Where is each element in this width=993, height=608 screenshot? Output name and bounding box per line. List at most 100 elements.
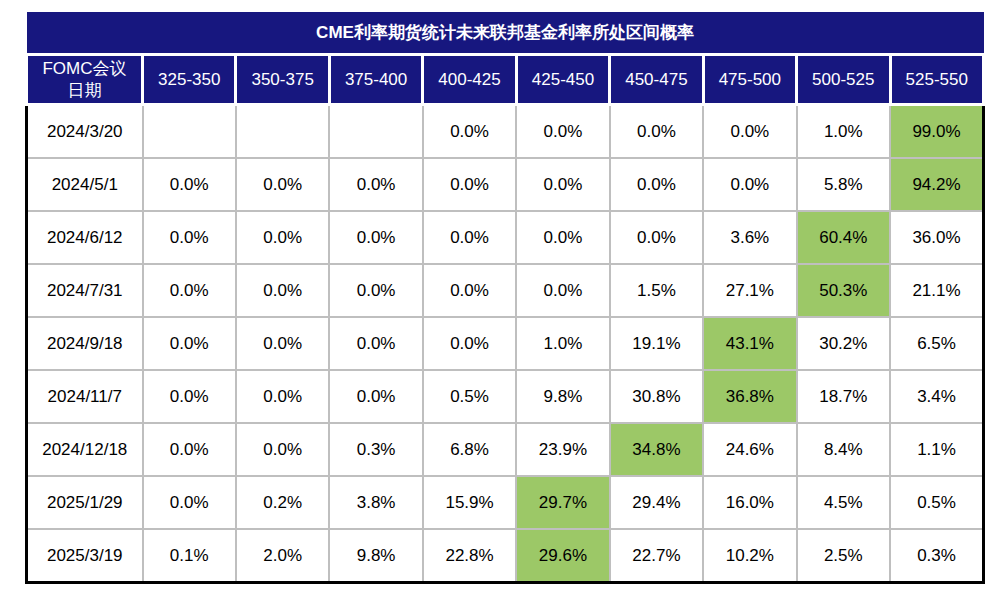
table-row: 2025/3/190.1%2.0%9.8%22.8%29.6%22.7%10.2… bbox=[27, 529, 984, 583]
probability-cell: 30.2% bbox=[797, 317, 890, 370]
probability-cell: 0.0% bbox=[236, 211, 329, 264]
probability-cell: 24.6% bbox=[703, 423, 796, 476]
probability-cell: 16.0% bbox=[703, 476, 796, 529]
probability-cell: 9.8% bbox=[329, 529, 422, 583]
table-row: 2024/9/180.0%0.0%0.0%0.0%1.0%19.1%43.1%3… bbox=[27, 317, 984, 370]
probability-cell: 0.0% bbox=[516, 158, 609, 211]
table-row: 2025/1/290.0%0.2%3.8%15.9%29.7%29.4%16.0… bbox=[27, 476, 984, 529]
probability-cell: 0.3% bbox=[890, 529, 984, 583]
probability-cell: 27.1% bbox=[703, 264, 796, 317]
probability-cell: 8.4% bbox=[797, 423, 890, 476]
rate-range-header: 475-500 bbox=[703, 55, 796, 105]
probability-cell: 0.0% bbox=[143, 476, 236, 529]
probability-cell: 0.0% bbox=[610, 211, 703, 264]
probability-cell: 22.8% bbox=[423, 529, 516, 583]
probability-cell: 0.0% bbox=[143, 264, 236, 317]
probability-cell: 0.0% bbox=[423, 264, 516, 317]
probability-cell: 0.0% bbox=[703, 158, 796, 211]
fomc-date-header-line1: FOMC会议 bbox=[42, 59, 126, 78]
probability-cell: 0.0% bbox=[329, 158, 422, 211]
probability-cell: 0.0% bbox=[610, 105, 703, 159]
probability-cell: 0.0% bbox=[236, 158, 329, 211]
probability-cell: 0.0% bbox=[143, 158, 236, 211]
probability-cell-highlighted: 99.0% bbox=[890, 105, 984, 159]
probability-cell: 2.5% bbox=[797, 529, 890, 583]
probability-cell: 5.8% bbox=[797, 158, 890, 211]
probability-cell: 3.6% bbox=[703, 211, 796, 264]
rate-range-header: 350-375 bbox=[236, 55, 329, 105]
fomc-date-header-line2: 日期 bbox=[68, 81, 102, 100]
probability-cell: 0.0% bbox=[610, 158, 703, 211]
probability-cell: 0.0% bbox=[329, 317, 422, 370]
probability-cell: 0.0% bbox=[236, 370, 329, 423]
probability-cell: 0.0% bbox=[516, 211, 609, 264]
probability-cell-highlighted: 29.6% bbox=[516, 529, 609, 583]
probability-cell-highlighted: 36.8% bbox=[703, 370, 796, 423]
table-row: 2024/3/200.0%0.0%0.0%0.0%1.0%99.0% bbox=[27, 105, 984, 159]
probability-cell: 30.8% bbox=[610, 370, 703, 423]
probability-cell: 3.8% bbox=[329, 476, 422, 529]
probability-cell: 0.0% bbox=[329, 211, 422, 264]
table-row: 2024/11/70.0%0.0%0.0%0.5%9.8%30.8%36.8%1… bbox=[27, 370, 984, 423]
fomc-date-cell: 2025/1/29 bbox=[27, 476, 143, 529]
probability-cell: 10.2% bbox=[703, 529, 796, 583]
table-row: 2024/6/120.0%0.0%0.0%0.0%0.0%0.0%3.6%60.… bbox=[27, 211, 984, 264]
probability-cell bbox=[143, 105, 236, 159]
table-row: 2024/12/180.0%0.0%0.3%6.8%23.9%34.8%24.6… bbox=[27, 423, 984, 476]
probability-cell: 15.9% bbox=[423, 476, 516, 529]
fomc-date-cell: 2024/9/18 bbox=[27, 317, 143, 370]
probability-cell bbox=[236, 105, 329, 159]
probability-cell: 0.3% bbox=[329, 423, 422, 476]
probability-cell: 29.4% bbox=[610, 476, 703, 529]
probability-cell: 3.4% bbox=[890, 370, 984, 423]
rate-probability-table-container: CME利率期货统计未来联邦基金利率所处区间概率 FOMC会议 日期 325-35… bbox=[25, 12, 985, 584]
probability-cell: 6.8% bbox=[423, 423, 516, 476]
probability-cell: 18.7% bbox=[797, 370, 890, 423]
fomc-date-cell: 2024/6/12 bbox=[27, 211, 143, 264]
probability-cell: 0.0% bbox=[423, 317, 516, 370]
probability-cell: 0.0% bbox=[423, 211, 516, 264]
probability-cell: 23.9% bbox=[516, 423, 609, 476]
probability-cell: 0.5% bbox=[423, 370, 516, 423]
probability-cell: 0.0% bbox=[329, 264, 422, 317]
probability-cell: 0.0% bbox=[236, 423, 329, 476]
table-row: 2024/5/10.0%0.0%0.0%0.0%0.0%0.0%0.0%5.8%… bbox=[27, 158, 984, 211]
probability-cell: 0.0% bbox=[423, 105, 516, 159]
probability-cell: 0.0% bbox=[423, 158, 516, 211]
probability-cell-highlighted: 60.4% bbox=[797, 211, 890, 264]
probability-cell: 0.0% bbox=[143, 211, 236, 264]
probability-cell bbox=[329, 105, 422, 159]
rate-range-header: 325-350 bbox=[143, 55, 236, 105]
probability-cell: 4.5% bbox=[797, 476, 890, 529]
fomc-date-cell: 2024/12/18 bbox=[27, 423, 143, 476]
table-title: CME利率期货统计未来联邦基金利率所处区间概率 bbox=[27, 12, 984, 55]
probability-cell: 0.0% bbox=[236, 317, 329, 370]
rate-range-header: 425-450 bbox=[516, 55, 609, 105]
fomc-date-column-header: FOMC会议 日期 bbox=[27, 55, 143, 105]
probability-cell-highlighted: 43.1% bbox=[703, 317, 796, 370]
probability-cell: 1.5% bbox=[610, 264, 703, 317]
probability-cell-highlighted: 29.7% bbox=[516, 476, 609, 529]
column-header-row: FOMC会议 日期 325-350350-375375-400400-42542… bbox=[27, 55, 984, 105]
table-header: CME利率期货统计未来联邦基金利率所处区间概率 FOMC会议 日期 325-35… bbox=[27, 12, 984, 105]
rate-range-header: 500-525 bbox=[797, 55, 890, 105]
probability-cell: 19.1% bbox=[610, 317, 703, 370]
fomc-date-cell: 2024/11/7 bbox=[27, 370, 143, 423]
probability-cell: 0.2% bbox=[236, 476, 329, 529]
probability-cell: 0.0% bbox=[236, 264, 329, 317]
probability-cell: 0.0% bbox=[143, 370, 236, 423]
probability-cell-highlighted: 94.2% bbox=[890, 158, 984, 211]
rate-probability-table: CME利率期货统计未来联邦基金利率所处区间概率 FOMC会议 日期 325-35… bbox=[25, 12, 985, 584]
probability-cell: 1.0% bbox=[516, 317, 609, 370]
probability-cell: 6.5% bbox=[890, 317, 984, 370]
rate-range-header: 450-475 bbox=[610, 55, 703, 105]
title-row: CME利率期货统计未来联邦基金利率所处区间概率 bbox=[27, 12, 984, 55]
fomc-date-cell: 2024/5/1 bbox=[27, 158, 143, 211]
probability-cell: 36.0% bbox=[890, 211, 984, 264]
probability-cell: 21.1% bbox=[890, 264, 984, 317]
probability-cell: 1.0% bbox=[797, 105, 890, 159]
probability-cell: 0.0% bbox=[516, 264, 609, 317]
probability-cell: 0.0% bbox=[516, 105, 609, 159]
probability-cell: 22.7% bbox=[610, 529, 703, 583]
probability-cell: 1.1% bbox=[890, 423, 984, 476]
